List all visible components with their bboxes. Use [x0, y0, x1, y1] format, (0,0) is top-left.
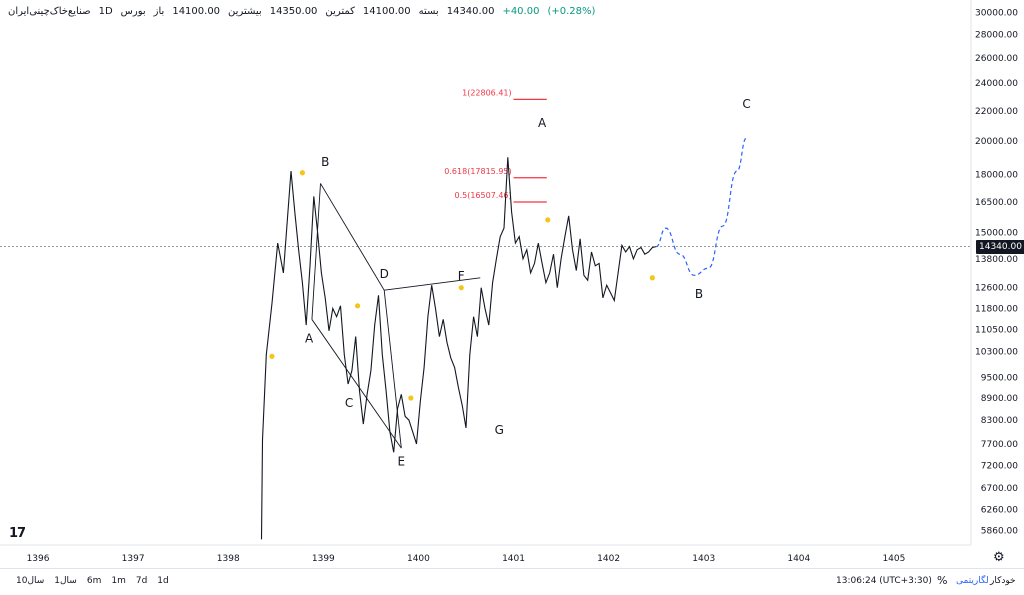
price-tick-label: 16500.00: [975, 198, 1018, 208]
low-value: 14100.00: [362, 5, 411, 17]
wave-label: G: [495, 423, 504, 437]
price-tick-label: 5860.00: [981, 527, 1018, 537]
wave-label: C: [742, 97, 750, 111]
auto-scale-toggle[interactable]: خودکار: [990, 576, 1016, 586]
projection-dashed-curve[interactable]: [655, 137, 748, 276]
timeframe-button[interactable]: 6m: [86, 576, 102, 586]
timeframe-buttons: 10سال 1سال 6m 1m 7d 1d: [16, 569, 169, 586]
price-tick-label: 30000.00: [975, 8, 1018, 18]
timeframe-button[interactable]: 1d: [157, 576, 169, 586]
fib-label: 1(22806.41): [462, 88, 512, 97]
pattern-line-d-e: [383, 290, 402, 449]
settings-gear-icon[interactable]: ⚙: [993, 550, 1005, 565]
open-label: باز: [153, 5, 165, 17]
percent-toggle[interactable]: %: [937, 574, 948, 587]
pivot-dot: [299, 170, 306, 176]
pattern-line-a-e: [311, 319, 402, 449]
pivot-dot: [649, 275, 655, 281]
wave-label: D: [380, 267, 389, 281]
wave-label: B: [321, 155, 329, 169]
time-tick-label: 1402: [597, 554, 620, 564]
price-tick-label: 24000.00: [975, 79, 1018, 89]
price-series-line: [260, 157, 657, 540]
price-tick-label: 10300.00: [975, 348, 1018, 358]
price-tick-label: 8900.00: [981, 394, 1018, 404]
timeframe-button[interactable]: 1سال: [54, 576, 77, 586]
change-value: +40.00: [502, 5, 540, 17]
bottom-toolbar: 10سال 1سال 6m 1m 7d 1d 13:06:24 (UTC+3:30) % …: [0, 568, 1024, 595]
price-tick-label: 8300.00: [981, 416, 1018, 426]
price-axis[interactable]: 30000.00 28000.00 26000.00 24000.00 22000.00…: [975, 8, 1018, 536]
fib-label: 0.5(16507.46): [454, 191, 511, 200]
symbol-header: صنایع‌خاک‌چینی‌ایران 1D بورس باز 14100.0…: [8, 3, 595, 19]
high-value: 14350.00: [269, 5, 318, 17]
time-tick-label: 1398: [217, 554, 240, 564]
time-tick-label: 1404: [787, 554, 810, 564]
symbol-name[interactable]: صنایع‌خاک‌چینی‌ایران: [8, 5, 91, 17]
price-tick-label: 26000.00: [975, 54, 1018, 64]
price-tick-label: 18000.00: [975, 170, 1018, 180]
log-scale-toggle[interactable]: لگاریتمی: [956, 576, 989, 586]
time-tick-label: 1405: [882, 554, 905, 564]
pivot-dot: [458, 285, 464, 291]
close-value: 14340.00: [446, 5, 495, 17]
current-price-tag: 14340.00: [976, 239, 1024, 254]
price-tick-label: 7200.00: [981, 461, 1018, 471]
exchange-label: بورس: [120, 5, 146, 17]
price-tick-label: 6260.00: [981, 506, 1018, 516]
time-tick-label: 1400: [407, 554, 430, 564]
pattern-line-b-d: [320, 183, 385, 291]
price-tick-label: 12600.00: [975, 284, 1018, 294]
close-label: بسته: [418, 5, 439, 17]
open-value: 14100.00: [172, 5, 221, 17]
timeframe-button[interactable]: 10سال: [16, 576, 45, 586]
price-tick-label: 11800.00: [975, 304, 1018, 314]
wave-label: A: [538, 116, 547, 130]
timeframe-button[interactable]: 7d: [135, 576, 148, 586]
wave-label: C: [345, 396, 353, 410]
time-tick-label: 1401: [502, 554, 525, 564]
price-tick-label: 22000.00: [975, 107, 1018, 117]
wave-labels: B A C E D F G A B C: [305, 97, 751, 468]
price-tick-label: 11050.00: [975, 325, 1018, 335]
time-tick-label: 1403: [692, 554, 715, 564]
wave-label: F: [458, 269, 465, 283]
wave-label: A: [305, 332, 314, 346]
interval-label[interactable]: 1D: [98, 5, 113, 17]
price-tick-label: 15000.00: [975, 228, 1018, 238]
pattern-line-b-a: [311, 183, 321, 320]
low-label: کمترین: [325, 5, 355, 17]
time-axis[interactable]: 1396 1397 1398 1399 1400 1401 1402 1403 1404 1405: [27, 554, 906, 564]
fib-label: 0.618(17815.95): [444, 167, 511, 176]
change-percent: (+0.28%): [547, 5, 596, 17]
clock[interactable]: 13:06:24 (UTC+3:30): [836, 576, 932, 586]
pivot-dot: [545, 217, 551, 223]
tradingview-logo[interactable]: 17: [9, 526, 26, 541]
wave-label: B: [695, 287, 703, 301]
pivot-dot: [269, 353, 275, 359]
wave-label: E: [398, 454, 406, 468]
price-tick-label: 7700.00: [981, 440, 1018, 450]
time-tick-label: 1399: [312, 554, 335, 564]
price-tick-label: 28000.00: [975, 30, 1018, 40]
price-tick-label: 20000.00: [975, 137, 1018, 147]
price-tick-label: 9500.00: [981, 373, 1018, 383]
pivot-dot: [408, 395, 414, 401]
wave-pattern-lines[interactable]: [311, 183, 481, 449]
price-tick-label: 13800.00: [975, 255, 1018, 265]
price-tick-label: 6700.00: [981, 484, 1018, 494]
pattern-line-d-f: [384, 277, 481, 291]
high-label: بیشترین: [228, 5, 262, 17]
timeframe-button[interactable]: 1m: [111, 576, 126, 586]
time-tick-label: 1396: [27, 554, 50, 564]
fibonacci-levels[interactable]: 1(22806.41) 0.618(17815.95) 0.5(16507.46): [444, 88, 547, 203]
pivot-dot: [354, 303, 361, 309]
pivot-dots: [269, 170, 655, 401]
time-tick-label: 1397: [122, 554, 145, 564]
